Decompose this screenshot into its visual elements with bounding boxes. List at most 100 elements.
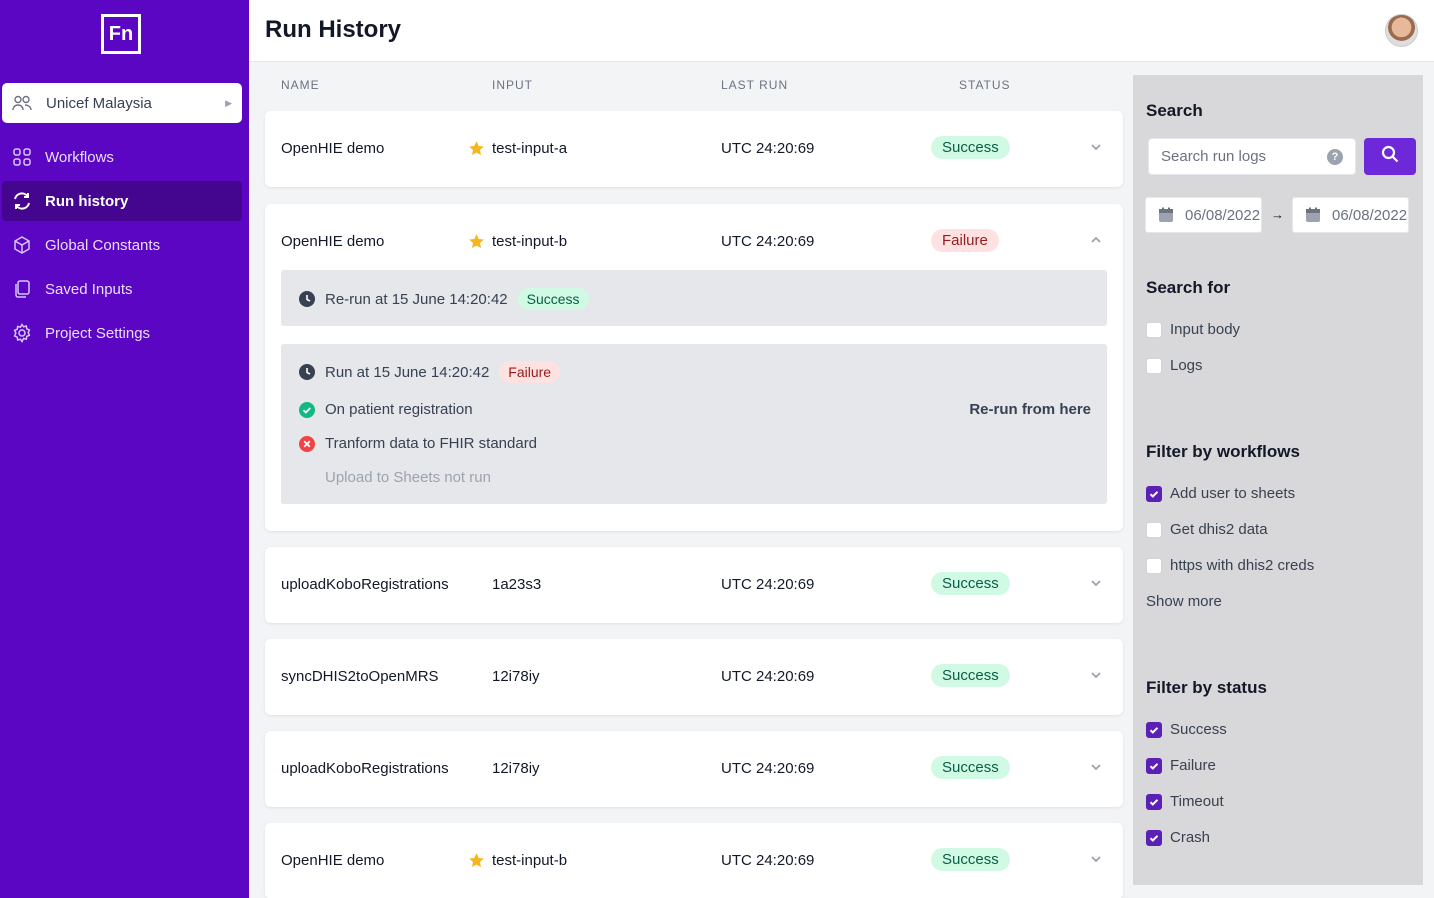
column-header-name[interactable]: NAME bbox=[281, 78, 320, 92]
checkbox-status-timeout[interactable]: Timeout bbox=[1146, 793, 1224, 810]
search-title: Search bbox=[1146, 101, 1203, 120]
app-logo[interactable]: Fn bbox=[101, 14, 141, 54]
row-last-run: UTC 24:20:69 bbox=[721, 668, 815, 685]
status-badge: Success bbox=[931, 848, 1010, 871]
check-circle-icon bbox=[299, 401, 325, 418]
sidebar-item-saved-inputs[interactable]: Saved Inputs bbox=[2, 269, 242, 309]
row-last-run: UTC 24:20:69 bbox=[721, 233, 815, 250]
status-badge: Success bbox=[931, 664, 1010, 687]
search-icon bbox=[1381, 145, 1399, 168]
status-badge: Success bbox=[931, 136, 1010, 159]
date-to-value: 06/08/2022 bbox=[1332, 206, 1408, 224]
x-circle-icon bbox=[299, 435, 325, 452]
row-input-value: 12i78iy bbox=[492, 668, 540, 685]
documents-icon bbox=[11, 278, 33, 300]
project-selector[interactable]: Unicef Malaysia ▶ bbox=[2, 83, 242, 123]
help-icon[interactable]: ? bbox=[1327, 148, 1343, 165]
search-input[interactable]: Search run logs ? bbox=[1148, 138, 1356, 175]
chevron-up-icon[interactable] bbox=[1089, 233, 1103, 247]
rerun-entry[interactable]: Re-run at 15 June 14:20:42 Success bbox=[281, 270, 1107, 326]
checkbox-workflow-https-dhis2[interactable]: https with dhis2 creds bbox=[1146, 557, 1314, 574]
row-input-value: 12i78iy bbox=[492, 760, 540, 777]
status-badge: Success bbox=[931, 572, 1010, 595]
search-placeholder: Search run logs bbox=[1161, 148, 1267, 165]
checkbox-logs[interactable]: Logs bbox=[1146, 357, 1203, 374]
status-badge: Failure bbox=[499, 361, 561, 383]
row-last-run: UTC 24:20:69 bbox=[721, 140, 815, 157]
filter-status-title: Filter by status bbox=[1146, 678, 1267, 697]
step-label: Upload to Sheets not run bbox=[325, 469, 491, 486]
sidebar-item-run-history[interactable]: Run history bbox=[2, 181, 242, 221]
table-row[interactable]: uploadKoboRegistrations 12i78iy UTC 24:2… bbox=[265, 731, 1123, 807]
row-input: test-input-a bbox=[468, 140, 567, 157]
rerun-from-here-link[interactable]: Re-run from here bbox=[969, 401, 1091, 418]
chevron-down-icon[interactable] bbox=[1089, 140, 1103, 154]
step-label: On patient registration bbox=[325, 401, 473, 418]
table-row[interactable]: OpenHIE demo test-input-a UTC 24:20:69 S… bbox=[265, 111, 1123, 187]
top-header: Run History bbox=[249, 0, 1434, 62]
checkbox-status-success[interactable]: Success bbox=[1146, 721, 1227, 738]
row-input: 12i78iy bbox=[468, 760, 540, 777]
table-row[interactable]: OpenHIE demo test-input-b UTC 24:20:69 S… bbox=[265, 823, 1123, 898]
show-more-link[interactable]: Show more bbox=[1146, 593, 1222, 610]
checkbox-status-failure[interactable]: Failure bbox=[1146, 757, 1216, 774]
chevron-down-icon[interactable] bbox=[1089, 576, 1103, 590]
row-input-value: test-input-b bbox=[492, 233, 568, 250]
star-icon[interactable] bbox=[468, 852, 492, 869]
sidebar-item-project-settings[interactable]: Project Settings bbox=[2, 313, 242, 353]
clock-icon bbox=[299, 291, 325, 307]
star-icon[interactable] bbox=[468, 140, 492, 157]
arrow-right-icon: → bbox=[1271, 207, 1284, 222]
chevron-down-icon[interactable] bbox=[1089, 852, 1103, 866]
step-item: Tranform data to FHIR standard bbox=[299, 435, 537, 452]
project-name: Unicef Malaysia bbox=[46, 94, 152, 112]
status-badge: Success bbox=[931, 756, 1010, 779]
row-input-value: 1a23s3 bbox=[492, 576, 542, 593]
run-entry: Run at 15 June 14:20:42 Failure On patie… bbox=[281, 344, 1107, 504]
table-row[interactable]: syncDHIS2toOpenMRS 12i78iy UTC 24:20:69 … bbox=[265, 639, 1123, 715]
search-for-title: Search for bbox=[1146, 278, 1231, 297]
checkbox-status-crash[interactable]: Crash bbox=[1146, 829, 1210, 846]
row-name: OpenHIE demo bbox=[281, 233, 385, 250]
table-row[interactable]: uploadKoboRegistrations 1a23s3 UTC 24:20… bbox=[265, 547, 1123, 623]
step-item: Upload to Sheets not run bbox=[299, 469, 491, 486]
sidebar-nav: Workflows Run history Global Constants S… bbox=[2, 137, 242, 357]
star-icon[interactable] bbox=[468, 233, 492, 250]
gear-icon bbox=[11, 322, 33, 344]
checkbox-workflow-get-dhis2[interactable]: Get dhis2 data bbox=[1146, 521, 1268, 538]
row-input: 1a23s3 bbox=[468, 576, 541, 593]
row-name: syncDHIS2toOpenMRS bbox=[281, 668, 439, 685]
sidebar-item-label: Run history bbox=[45, 192, 129, 210]
sidebar-item-workflows[interactable]: Workflows bbox=[2, 137, 242, 177]
table-row-expanded[interactable]: OpenHIE demo test-input-b UTC 24:20:69 F… bbox=[265, 204, 1123, 531]
column-header-input[interactable]: INPUT bbox=[492, 78, 533, 92]
column-header-status[interactable]: STATUS bbox=[959, 78, 1011, 92]
filter-panel: Search Search run logs ? 06/08/2022 → 06… bbox=[1133, 75, 1423, 885]
clock-icon bbox=[299, 364, 325, 380]
page-title: Run History bbox=[265, 16, 402, 43]
step-label: Tranform data to FHIR standard bbox=[325, 435, 538, 452]
sidebar-item-label: Workflows bbox=[45, 148, 114, 166]
checkbox-workflow-add-user[interactable]: Add user to sheets bbox=[1146, 485, 1295, 502]
sidebar-item-label: Project Settings bbox=[45, 324, 151, 342]
row-input: test-input-b bbox=[468, 233, 567, 250]
run-label: Run at 15 June 14:20:42 bbox=[325, 363, 490, 381]
calendar-icon bbox=[1305, 207, 1323, 223]
date-to-input[interactable]: 06/08/2022 bbox=[1292, 197, 1409, 233]
column-header-last-run[interactable]: LAST RUN bbox=[721, 78, 789, 92]
step-item: On patient registration bbox=[299, 401, 473, 418]
date-from-input[interactable]: 06/08/2022 bbox=[1145, 197, 1262, 233]
row-name: uploadKoboRegistrations bbox=[281, 760, 449, 777]
chevron-down-icon[interactable] bbox=[1089, 760, 1103, 774]
search-button[interactable] bbox=[1364, 138, 1416, 175]
row-last-run: UTC 24:20:69 bbox=[721, 760, 815, 777]
sidebar-item-global-constants[interactable]: Global Constants bbox=[2, 225, 242, 265]
row-input: test-input-b bbox=[468, 852, 567, 869]
chevron-down-icon[interactable] bbox=[1089, 668, 1103, 682]
checkbox-input-body[interactable]: Input body bbox=[1146, 321, 1240, 338]
caret-right-icon: ▶ bbox=[225, 97, 232, 108]
cube-icon bbox=[11, 234, 33, 256]
avatar[interactable] bbox=[1385, 14, 1418, 47]
sidebar-item-label: Global Constants bbox=[45, 236, 161, 254]
sidebar: Fn Unicef Malaysia ▶ Workflows Run histo… bbox=[0, 0, 249, 898]
